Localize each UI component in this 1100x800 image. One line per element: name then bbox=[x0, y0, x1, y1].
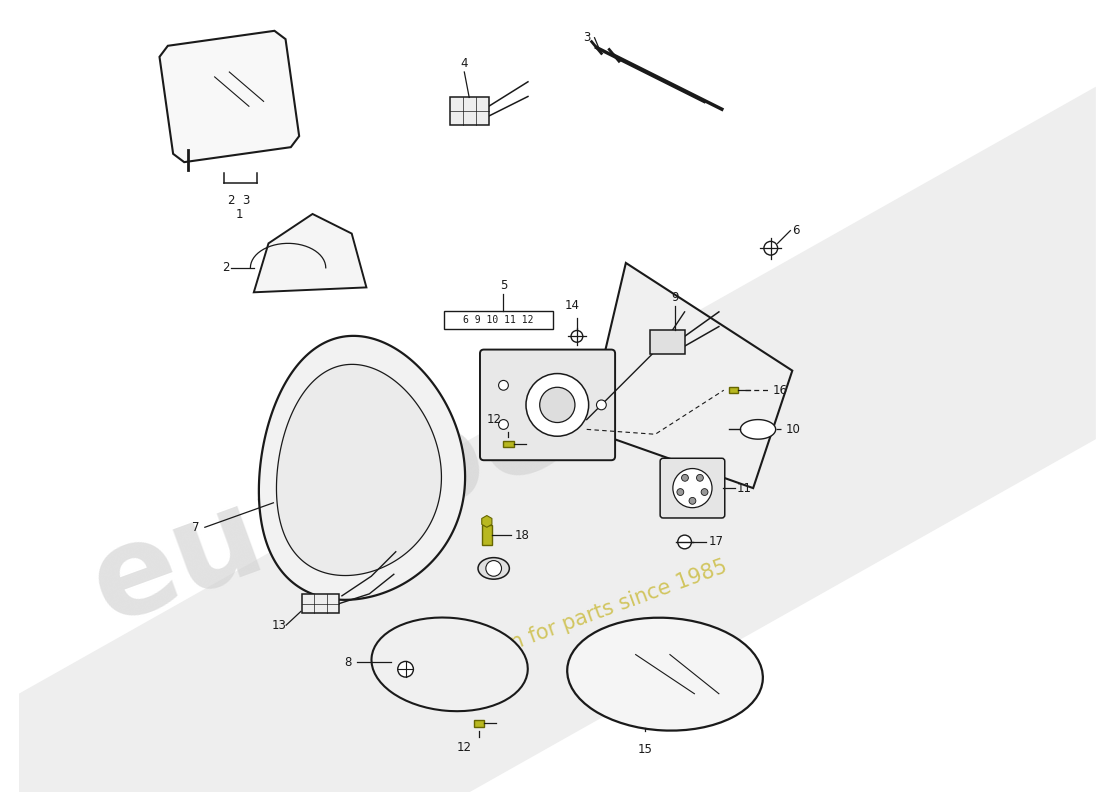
Bar bbox=[650, 330, 684, 354]
Ellipse shape bbox=[568, 618, 762, 730]
Circle shape bbox=[571, 330, 583, 342]
Text: 3: 3 bbox=[583, 31, 591, 44]
Circle shape bbox=[498, 381, 508, 390]
Text: 15: 15 bbox=[638, 742, 653, 756]
Text: 18: 18 bbox=[514, 529, 529, 542]
Text: 10: 10 bbox=[785, 423, 801, 436]
Polygon shape bbox=[254, 214, 366, 292]
Text: 6 9 10 11 12: 6 9 10 11 12 bbox=[463, 314, 534, 325]
Bar bbox=[301, 594, 339, 614]
Text: 12: 12 bbox=[486, 414, 502, 426]
Polygon shape bbox=[740, 419, 776, 439]
Text: 2  3: 2 3 bbox=[228, 194, 251, 207]
Polygon shape bbox=[276, 364, 441, 575]
FancyBboxPatch shape bbox=[480, 350, 615, 460]
Circle shape bbox=[526, 374, 588, 436]
Circle shape bbox=[596, 400, 606, 410]
Text: 13: 13 bbox=[272, 618, 286, 632]
FancyBboxPatch shape bbox=[660, 458, 725, 518]
Circle shape bbox=[678, 535, 692, 549]
Polygon shape bbox=[586, 263, 792, 488]
Circle shape bbox=[676, 489, 684, 495]
Text: 14: 14 bbox=[564, 299, 580, 312]
Text: 6: 6 bbox=[792, 224, 800, 237]
Text: 5: 5 bbox=[499, 279, 507, 292]
Text: 17: 17 bbox=[710, 535, 724, 549]
Text: europes: europes bbox=[75, 340, 652, 648]
Bar bbox=[450, 98, 488, 125]
Text: 11: 11 bbox=[737, 482, 751, 494]
Bar bbox=[503, 441, 514, 447]
Bar bbox=[482, 526, 492, 545]
Circle shape bbox=[486, 561, 502, 576]
Circle shape bbox=[540, 387, 575, 422]
Circle shape bbox=[763, 242, 778, 255]
Text: 1: 1 bbox=[235, 208, 243, 221]
Circle shape bbox=[689, 498, 696, 504]
Ellipse shape bbox=[478, 558, 509, 579]
Bar bbox=[728, 387, 738, 393]
Circle shape bbox=[673, 469, 712, 508]
Circle shape bbox=[498, 419, 508, 430]
Text: 16: 16 bbox=[772, 384, 788, 397]
Text: 4: 4 bbox=[461, 57, 469, 70]
Text: 8: 8 bbox=[344, 656, 352, 669]
Text: 9: 9 bbox=[671, 291, 679, 304]
Text: a passion for parts since 1985: a passion for parts since 1985 bbox=[428, 556, 730, 682]
Circle shape bbox=[398, 662, 414, 677]
Polygon shape bbox=[19, 86, 1096, 800]
Text: 2: 2 bbox=[222, 262, 229, 274]
Bar bbox=[474, 720, 484, 726]
Polygon shape bbox=[482, 515, 492, 527]
Text: 7: 7 bbox=[192, 521, 200, 534]
Polygon shape bbox=[258, 336, 465, 600]
Circle shape bbox=[696, 474, 703, 482]
Bar bbox=[443, 311, 553, 329]
Polygon shape bbox=[160, 31, 299, 162]
Circle shape bbox=[701, 489, 708, 495]
Ellipse shape bbox=[372, 618, 528, 711]
Circle shape bbox=[682, 474, 689, 482]
Text: 12: 12 bbox=[456, 741, 472, 754]
